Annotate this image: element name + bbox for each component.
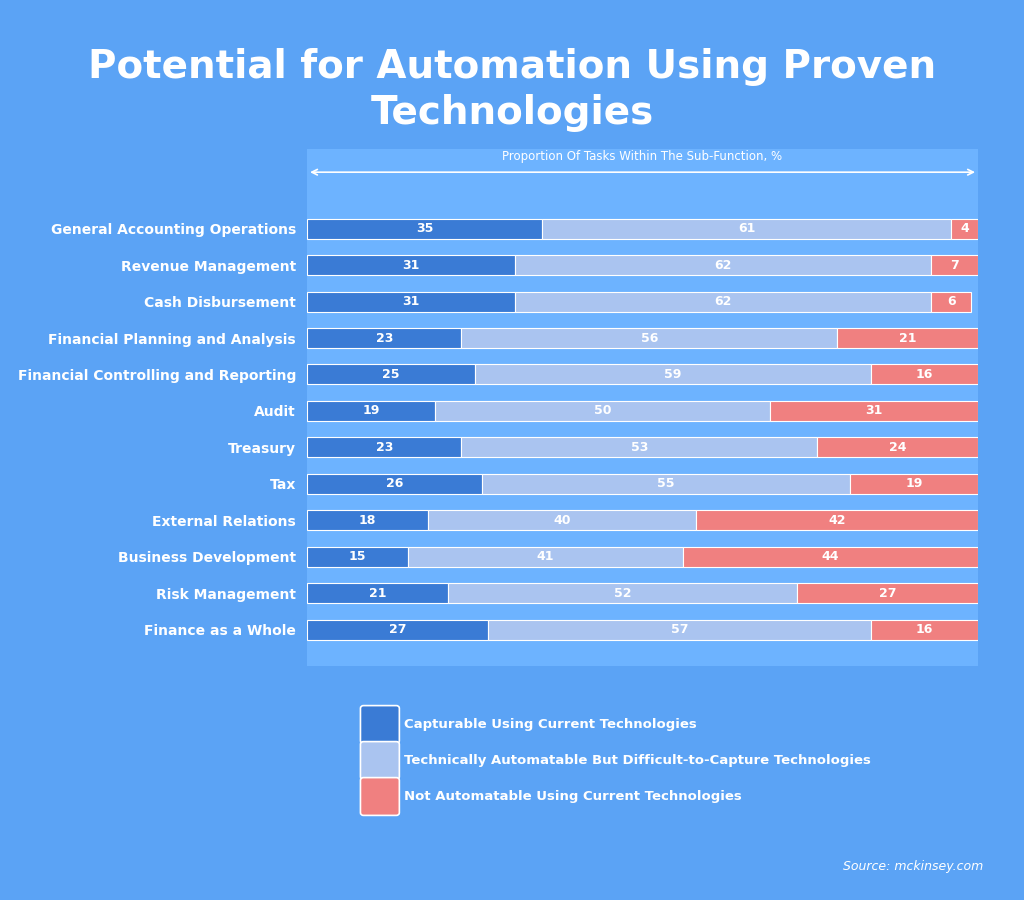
Bar xyxy=(462,437,817,457)
Text: 19: 19 xyxy=(362,404,380,418)
Bar xyxy=(817,437,978,457)
Text: 26: 26 xyxy=(386,477,403,490)
Text: 31: 31 xyxy=(402,258,420,272)
Text: 18: 18 xyxy=(358,514,376,526)
Bar xyxy=(542,219,951,238)
Text: Potential for Automation Using Proven: Potential for Automation Using Proven xyxy=(88,49,936,86)
Text: 27: 27 xyxy=(879,587,896,599)
Bar xyxy=(307,546,408,567)
Text: Proportion Of Tasks Within The Sub-Function, %: Proportion Of Tasks Within The Sub-Funct… xyxy=(503,150,782,163)
Text: 61: 61 xyxy=(738,222,756,235)
Bar xyxy=(488,619,870,640)
Text: 23: 23 xyxy=(376,331,393,345)
Text: 25: 25 xyxy=(382,368,399,381)
Bar xyxy=(683,546,978,567)
Bar xyxy=(837,328,978,348)
Bar xyxy=(307,364,475,384)
Bar xyxy=(851,473,978,494)
Bar xyxy=(462,328,837,348)
Text: 15: 15 xyxy=(349,550,367,563)
Bar xyxy=(307,473,481,494)
Bar xyxy=(951,219,978,238)
Bar xyxy=(870,364,978,384)
Text: 56: 56 xyxy=(641,331,658,345)
Text: 50: 50 xyxy=(594,404,611,418)
Text: 21: 21 xyxy=(369,587,386,599)
Bar xyxy=(515,292,931,311)
Bar xyxy=(475,364,870,384)
Bar xyxy=(307,619,488,640)
Bar xyxy=(931,292,971,311)
Text: 52: 52 xyxy=(613,587,631,599)
Text: 62: 62 xyxy=(715,258,732,272)
Bar xyxy=(870,619,978,640)
Text: Technologies: Technologies xyxy=(371,94,653,131)
Bar xyxy=(307,400,434,421)
Text: 31: 31 xyxy=(865,404,883,418)
Text: 57: 57 xyxy=(671,623,688,636)
Bar xyxy=(408,546,683,567)
Bar xyxy=(307,292,515,311)
Text: 41: 41 xyxy=(537,550,554,563)
Bar xyxy=(434,400,770,421)
Bar xyxy=(481,473,851,494)
Text: 35: 35 xyxy=(416,222,433,235)
Text: 53: 53 xyxy=(631,441,648,454)
Bar xyxy=(307,583,449,603)
Text: 44: 44 xyxy=(821,550,839,563)
Text: 7: 7 xyxy=(950,258,958,272)
Text: 6: 6 xyxy=(947,295,955,308)
Text: Technically Automatable But Difficult-to-Capture Technologies: Technically Automatable But Difficult-to… xyxy=(404,754,871,767)
Text: 21: 21 xyxy=(899,331,916,345)
Text: 4: 4 xyxy=(961,222,969,235)
Text: Capturable Using Current Technologies: Capturable Using Current Technologies xyxy=(404,718,697,731)
Text: 19: 19 xyxy=(905,477,923,490)
Text: 42: 42 xyxy=(828,514,846,526)
Bar xyxy=(797,583,978,603)
Text: 16: 16 xyxy=(915,368,933,381)
Text: 31: 31 xyxy=(402,295,420,308)
Bar xyxy=(307,510,428,530)
Text: 16: 16 xyxy=(915,623,933,636)
Text: 59: 59 xyxy=(664,368,681,381)
Text: Not Automatable Using Current Technologies: Not Automatable Using Current Technologi… xyxy=(404,790,742,803)
Bar xyxy=(307,219,542,238)
Bar xyxy=(449,583,797,603)
Text: 23: 23 xyxy=(376,441,393,454)
Text: Source: mckinsey.com: Source: mckinsey.com xyxy=(843,860,983,873)
Text: 62: 62 xyxy=(715,295,732,308)
Text: 55: 55 xyxy=(657,477,675,490)
Bar xyxy=(515,255,931,275)
Bar xyxy=(307,328,462,348)
Text: 27: 27 xyxy=(389,623,407,636)
Bar xyxy=(307,437,462,457)
Bar xyxy=(428,510,696,530)
Bar xyxy=(770,400,978,421)
Bar xyxy=(307,255,515,275)
Bar xyxy=(696,510,978,530)
Text: 40: 40 xyxy=(553,514,570,526)
Text: 24: 24 xyxy=(889,441,906,454)
Bar xyxy=(931,255,978,275)
